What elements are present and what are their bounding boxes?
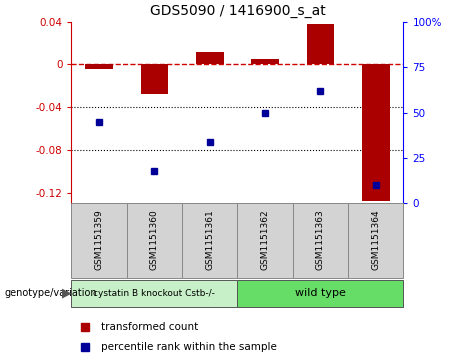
Text: percentile rank within the sample: percentile rank within the sample (101, 342, 277, 352)
Title: GDS5090 / 1416900_s_at: GDS5090 / 1416900_s_at (149, 4, 325, 18)
Bar (362, 65, 390, 201)
Bar (237, 203, 293, 278)
Bar (141, 65, 168, 94)
Bar (307, 24, 334, 65)
Bar (182, 203, 237, 278)
Text: GSM1151362: GSM1151362 (260, 209, 270, 270)
Text: GSM1151361: GSM1151361 (205, 209, 214, 270)
Text: GSM1151359: GSM1151359 (95, 209, 104, 270)
Text: cystatin B knockout Cstb-/-: cystatin B knockout Cstb-/- (94, 289, 215, 298)
Bar (196, 52, 224, 65)
Bar (293, 203, 348, 278)
Bar (71, 203, 127, 278)
Text: ▶: ▶ (62, 287, 71, 299)
Bar (237, 280, 403, 307)
Text: wild type: wild type (295, 288, 346, 298)
Text: transformed count: transformed count (101, 322, 199, 332)
Bar (127, 203, 182, 278)
Bar (71, 280, 237, 307)
Text: GSM1151364: GSM1151364 (371, 209, 380, 270)
Bar (85, 65, 113, 69)
Text: GSM1151360: GSM1151360 (150, 209, 159, 270)
Bar (348, 203, 403, 278)
Text: GSM1151363: GSM1151363 (316, 209, 325, 270)
Bar (251, 59, 279, 65)
Text: genotype/variation: genotype/variation (5, 288, 97, 298)
